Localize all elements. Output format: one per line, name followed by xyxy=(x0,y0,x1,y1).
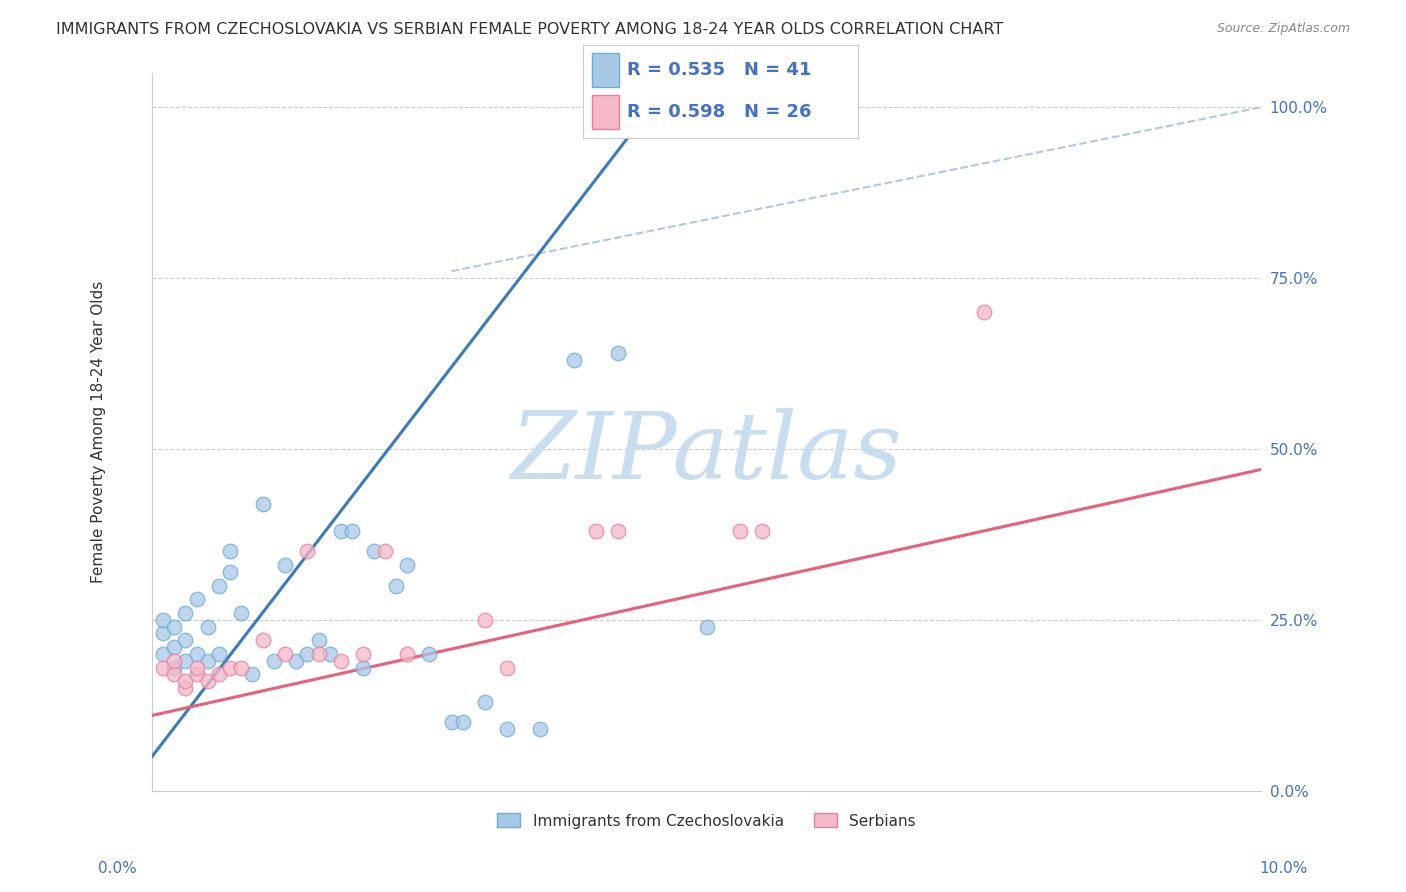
Point xyxy=(585,524,607,538)
Point xyxy=(474,695,496,709)
Point xyxy=(208,647,231,661)
Point xyxy=(240,667,263,681)
Point xyxy=(274,647,297,661)
Bar xyxy=(592,53,619,87)
Point xyxy=(163,640,186,654)
Point xyxy=(308,633,330,648)
Point xyxy=(174,633,197,648)
Point xyxy=(218,544,240,558)
Text: R = 0.598   N = 26: R = 0.598 N = 26 xyxy=(627,103,811,121)
Point xyxy=(152,626,174,640)
Point xyxy=(529,722,551,736)
Point xyxy=(197,654,219,668)
Bar xyxy=(592,95,619,129)
Point xyxy=(418,647,440,661)
Point xyxy=(696,619,718,633)
Point xyxy=(728,524,751,538)
Text: ZIPatlas: ZIPatlas xyxy=(510,409,903,499)
Point xyxy=(218,565,240,579)
Point xyxy=(174,681,197,695)
Point xyxy=(274,558,297,572)
Point xyxy=(197,619,219,633)
Point xyxy=(496,722,519,736)
Point xyxy=(197,674,219,689)
Text: Source: ZipAtlas.com: Source: ZipAtlas.com xyxy=(1216,22,1350,36)
Point xyxy=(208,578,231,592)
Point xyxy=(385,578,408,592)
Point xyxy=(218,660,240,674)
Point xyxy=(229,606,252,620)
Point xyxy=(174,606,197,620)
Point xyxy=(285,654,308,668)
Point xyxy=(152,613,174,627)
Legend: Immigrants from Czechoslovakia, Serbians: Immigrants from Czechoslovakia, Serbians xyxy=(491,807,922,835)
Point xyxy=(496,660,519,674)
Point xyxy=(252,633,274,648)
Point xyxy=(329,524,352,538)
Point xyxy=(163,619,186,633)
Point xyxy=(208,667,231,681)
Point xyxy=(186,592,208,607)
Point xyxy=(163,667,186,681)
Point xyxy=(297,544,319,558)
Point xyxy=(308,647,330,661)
Point xyxy=(607,524,630,538)
Point xyxy=(340,524,363,538)
Point xyxy=(318,647,340,661)
Point xyxy=(451,715,474,730)
Point xyxy=(252,497,274,511)
Point xyxy=(186,647,208,661)
Text: 10.0%: 10.0% xyxy=(1260,861,1308,876)
Point xyxy=(607,346,630,360)
Point xyxy=(474,613,496,627)
Point xyxy=(186,667,208,681)
Point xyxy=(163,654,186,668)
Point xyxy=(174,654,197,668)
Point xyxy=(186,660,208,674)
Point xyxy=(352,647,374,661)
Point xyxy=(440,715,463,730)
Point xyxy=(562,353,585,368)
Point xyxy=(263,654,285,668)
Point xyxy=(374,544,396,558)
Point xyxy=(329,654,352,668)
Point xyxy=(174,674,197,689)
Point xyxy=(163,660,186,674)
Text: IMMIGRANTS FROM CZECHOSLOVAKIA VS SERBIAN FEMALE POVERTY AMONG 18-24 YEAR OLDS C: IMMIGRANTS FROM CZECHOSLOVAKIA VS SERBIA… xyxy=(56,22,1004,37)
Text: R = 0.535   N = 41: R = 0.535 N = 41 xyxy=(627,61,811,78)
Point xyxy=(297,647,319,661)
Point xyxy=(152,647,174,661)
Point xyxy=(396,647,419,661)
Point xyxy=(363,544,385,558)
Point xyxy=(973,305,995,319)
Point xyxy=(152,660,174,674)
Text: 0.0%: 0.0% xyxy=(98,861,138,876)
Point xyxy=(352,660,374,674)
Text: Female Poverty Among 18-24 Year Olds: Female Poverty Among 18-24 Year Olds xyxy=(91,281,107,582)
Point xyxy=(229,660,252,674)
Point xyxy=(751,524,773,538)
Point xyxy=(396,558,419,572)
